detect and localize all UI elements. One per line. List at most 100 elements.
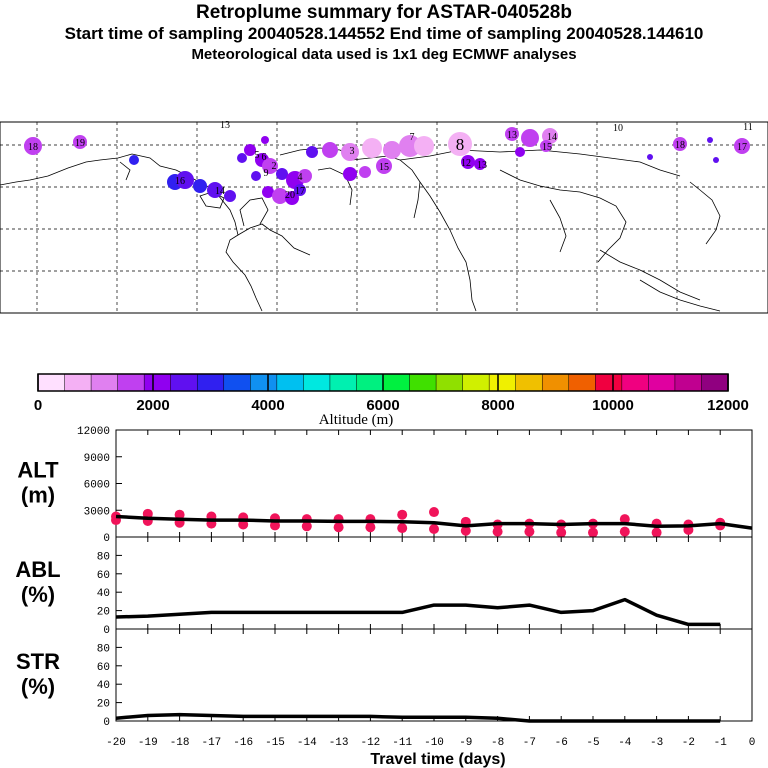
map-marker	[298, 169, 312, 183]
altitude-colorbar: 0 2000 4000 6000 8000 10000 12000 Altitude (m)	[34, 373, 749, 428]
x-axis-title: Travel time (days)	[370, 751, 505, 768]
colorbar-swatch	[170, 373, 198, 392]
x-tick-label: -1	[714, 737, 728, 749]
y-tick-label: 6000	[84, 480, 110, 492]
colorbar-tick-label: 12000	[707, 397, 749, 414]
x-axis: -20 -19 -18 -17 -16 -15 -14 -13 -12 -11 -10 -9 -8 -7-…	[106, 737, 755, 749]
colorbar-swatch	[621, 373, 650, 392]
map-marker	[376, 158, 392, 174]
colorbar-swatch	[196, 373, 225, 392]
y-tick-label: 20	[97, 607, 110, 619]
altitude-point	[365, 522, 376, 533]
colorbar-swatch	[648, 373, 676, 392]
map-day-label: 7	[410, 132, 415, 143]
map-day-label: 17	[295, 186, 305, 197]
map-day-label: 2	[272, 161, 277, 172]
y-tick-label: 80	[97, 643, 110, 655]
y-axis-label: STR (%)	[16, 649, 60, 699]
y-tick-label: 3000	[84, 506, 110, 518]
altitude-point	[556, 527, 567, 538]
altitude-point	[238, 519, 249, 530]
colorbar-title: Altitude (m)	[319, 412, 394, 428]
met-data-subtitle: Meteorological data used is 1x1 deg ECMW…	[191, 46, 577, 63]
chart-title: Retroplume summary for ASTAR-040528b	[196, 2, 572, 23]
colorbar-swatch	[64, 373, 92, 392]
colorbar-swatch	[37, 373, 66, 392]
map-marker	[341, 143, 359, 161]
y-tick-label: 20	[97, 699, 110, 711]
altitude-point	[174, 509, 185, 520]
colorbar-tick-label: 2000	[136, 397, 169, 414]
colorbar-swatch	[409, 373, 437, 392]
map-day-label: 13	[220, 120, 230, 131]
altitude-point	[301, 521, 312, 532]
altitude-point	[619, 514, 630, 525]
y-tick-label: 0	[103, 625, 110, 637]
colorbar-swatch	[382, 373, 411, 392]
map-marker	[262, 158, 278, 174]
map-day-label: 16	[175, 176, 185, 187]
map-marker	[414, 136, 434, 156]
altitude-point	[333, 522, 344, 533]
colorbar-swatch	[356, 373, 384, 392]
map-marker	[647, 154, 653, 160]
map-marker	[713, 157, 719, 163]
altitude-point	[397, 509, 408, 520]
x-tick-label: -14	[297, 737, 317, 749]
colorbar-swatch	[223, 373, 251, 392]
map-day-label: 12	[461, 158, 471, 169]
colorbar-swatch	[117, 373, 145, 392]
colorbar-swatch	[90, 373, 119, 392]
colorbar-swatch	[515, 373, 543, 392]
x-tick-label: -7	[523, 737, 536, 749]
map-marker	[251, 171, 261, 181]
x-tick-label: -18	[170, 737, 190, 749]
colorbar-swatch	[329, 373, 358, 392]
colorbar-tick-label: 0	[34, 397, 42, 414]
map-day-label: 19	[75, 138, 85, 149]
y-tick-label: 40	[97, 588, 110, 600]
panel-frame	[115, 628, 753, 722]
map-day-label: 8	[456, 135, 465, 154]
map-marker	[262, 186, 274, 198]
colorbar-tick-label: 6000	[366, 397, 399, 414]
x-tick-label: -9	[459, 737, 472, 749]
altitude-point	[397, 523, 408, 534]
map-marker	[224, 190, 236, 202]
altitude-point	[588, 527, 598, 538]
colorbar-swatch	[541, 373, 570, 392]
map-day-label: 11	[743, 122, 753, 133]
panel-2: 0 20 40 60 80 ABL (%)	[15, 536, 753, 637]
map-marker	[129, 155, 139, 165]
colorbar-swatch	[250, 373, 278, 392]
map-day-label: 20	[285, 190, 295, 201]
colorbar-swatch	[674, 373, 703, 392]
map-marker	[244, 144, 256, 156]
map-marker	[176, 171, 194, 189]
x-tick-label: -12	[360, 737, 380, 749]
map-day-label: 6	[262, 152, 267, 163]
y-tick-label: 60	[97, 570, 110, 582]
map-marker	[399, 135, 421, 157]
y-axis-label: ABL (%)	[15, 557, 60, 607]
map-marker	[383, 141, 401, 159]
x-tick-label: -16	[233, 737, 253, 749]
map-marker	[306, 146, 318, 158]
x-tick-label: -5	[586, 737, 599, 749]
map-day-label: 15	[379, 162, 389, 173]
map-day-label: 5	[255, 150, 260, 161]
x-tick-label: -19	[138, 737, 158, 749]
map-marker	[237, 153, 247, 163]
map-day-label: 13	[507, 130, 517, 141]
map-day-label: 10	[613, 123, 623, 134]
map-day-label: 17	[737, 142, 747, 153]
map-marker	[505, 127, 519, 141]
y-tick-label: 60	[97, 662, 110, 674]
map-day-label: 9	[264, 168, 269, 179]
map-marker	[362, 138, 382, 158]
panel-3: 0 20 40 60 80 STR (%)	[16, 628, 753, 729]
colorbar-swatch	[568, 373, 596, 392]
map-marker	[276, 168, 288, 180]
